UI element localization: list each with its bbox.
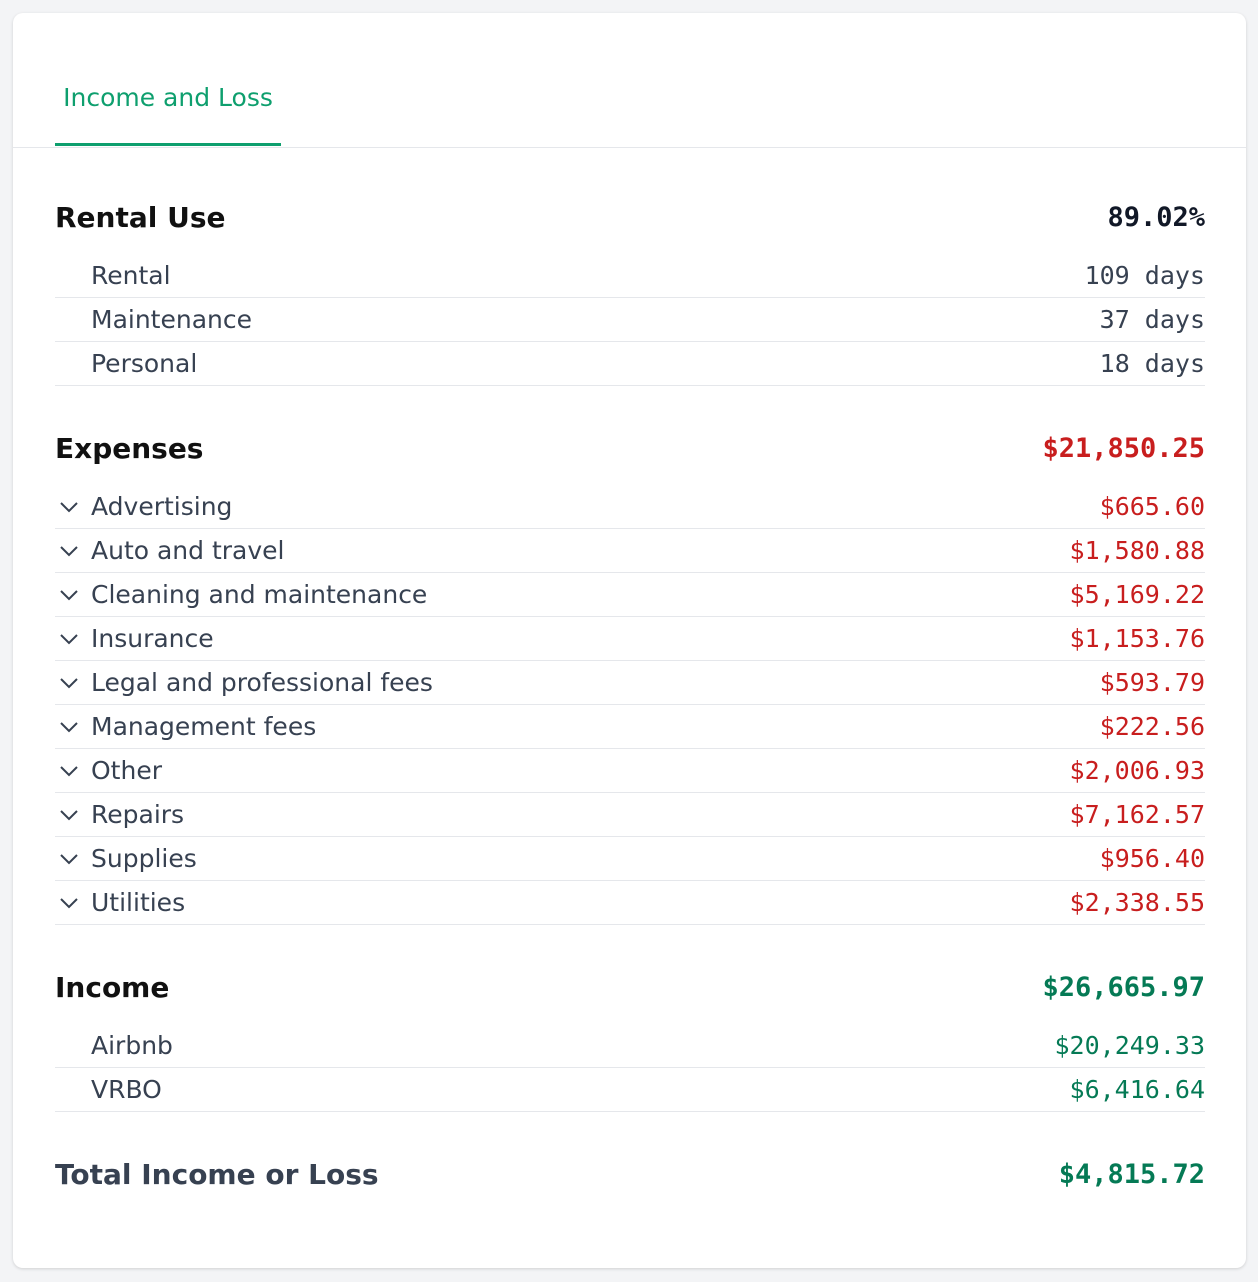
section-title: Income <box>55 970 170 1004</box>
chevron <box>60 854 78 865</box>
section-total: $21,850.25 <box>1042 432 1205 464</box>
chevron-icon <box>60 722 78 733</box>
item-value: $2,338.55 <box>1069 888 1205 917</box>
content: Rental Use 89.02% Rental 109 days Maintenanc… <box>55 193 1205 1236</box>
chevron-icon <box>60 898 78 909</box>
line-item[interactable]: Insurance $1,153.76 <box>55 617 1205 661</box>
section: Expenses $21,850.25 Advertising $665.60 Auto… <box>55 424 1205 925</box>
chevron <box>60 766 78 777</box>
item-value: $2,006.93 <box>1069 756 1205 785</box>
line-item[interactable]: Supplies $956.40 <box>55 837 1205 881</box>
card: Income and Loss Rental Use 89.02% Rental 10… <box>13 13 1246 1268</box>
chevron-icon <box>60 810 78 821</box>
line-item[interactable]: Management fees $222.56 <box>55 705 1205 749</box>
item-label: Management fees <box>91 712 317 741</box>
chevron-icon <box>60 854 78 865</box>
item-label: Personal <box>91 349 198 378</box>
section-header: Expenses $21,850.25 <box>55 424 1205 472</box>
line-item[interactable]: Advertising $665.60 <box>55 485 1205 529</box>
item-label: Other <box>91 756 162 785</box>
line-item[interactable]: Repairs $7,162.57 <box>55 793 1205 837</box>
line-item[interactable]: Cleaning and maintenance $5,169.22 <box>55 573 1205 617</box>
chevron <box>60 722 78 733</box>
line-item: Airbnb $20,249.33 <box>55 1024 1205 1068</box>
chevron-icon <box>60 590 78 601</box>
item-value: $6,416.64 <box>1069 1075 1205 1104</box>
chevron <box>60 810 78 821</box>
item-label: Legal and professional fees <box>91 668 433 697</box>
item-label: Cleaning and maintenance <box>91 580 428 609</box>
section-header: Income $26,665.97 <box>55 963 1205 1011</box>
chevron-icon <box>60 502 78 513</box>
item-label: Utilities <box>91 888 186 917</box>
line-item[interactable]: Utilities $2,338.55 <box>55 881 1205 925</box>
tab-bar: Income and Loss <box>13 13 1246 148</box>
summary: Total Income or Loss $4,815.72 <box>55 1150 1205 1198</box>
item-value: $7,162.57 <box>1069 800 1205 829</box>
item-value: $1,153.76 <box>1069 624 1205 653</box>
item-value: $1,580.88 <box>1069 536 1205 565</box>
item-value: $5,169.22 <box>1069 580 1205 609</box>
tab[interactable]: Income and Loss <box>55 13 281 146</box>
chevron <box>60 898 78 909</box>
section: Rental Use 89.02% Rental 109 days Maintenanc… <box>55 193 1205 386</box>
item-label: Rental <box>91 261 171 290</box>
item-value: $665.60 <box>1099 492 1205 521</box>
chevron-icon <box>60 678 78 689</box>
section-header: Rental Use 89.02% <box>55 193 1205 241</box>
section-total: $26,665.97 <box>1042 971 1205 1003</box>
chevron-icon <box>60 766 78 777</box>
chevron <box>60 502 78 513</box>
line-item: VRBO $6,416.64 <box>55 1068 1205 1112</box>
item-label: Supplies <box>91 844 197 873</box>
chevron <box>60 546 78 557</box>
summary-total: $4,815.72 <box>1058 1158 1205 1190</box>
line-item: Personal 18 days <box>55 342 1205 386</box>
section-total: 89.02% <box>1107 201 1205 233</box>
item-value: $222.56 <box>1099 712 1205 741</box>
line-item: Rental 109 days <box>55 254 1205 298</box>
item-label: Maintenance <box>91 305 252 334</box>
line-item[interactable]: Other $2,006.93 <box>55 749 1205 793</box>
chevron-icon <box>60 546 78 557</box>
item-value: 109 days <box>1084 261 1205 290</box>
section-title: Expenses <box>55 431 204 465</box>
item-label: Advertising <box>91 492 233 521</box>
item-label: VRBO <box>91 1075 162 1104</box>
item-value: $20,249.33 <box>1054 1031 1205 1060</box>
item-value: 37 days <box>1099 305 1205 334</box>
chevron-icon <box>60 634 78 645</box>
item-value: $593.79 <box>1099 668 1205 697</box>
line-item[interactable]: Legal and professional fees $593.79 <box>55 661 1205 705</box>
section: Income $26,665.97 Airbnb $20,249.33 VRBO $6,4… <box>55 963 1205 1112</box>
summary-header: Total Income or Loss $4,815.72 <box>55 1150 1205 1198</box>
item-label: Airbnb <box>91 1031 173 1060</box>
chevron <box>60 678 78 689</box>
line-item: Maintenance 37 days <box>55 298 1205 342</box>
section-title: Rental Use <box>55 200 226 234</box>
item-label: Insurance <box>91 624 214 653</box>
item-label: Auto and travel <box>91 536 285 565</box>
item-value: $956.40 <box>1099 844 1205 873</box>
item-value: 18 days <box>1099 349 1205 378</box>
chevron <box>60 590 78 601</box>
line-item[interactable]: Auto and travel $1,580.88 <box>55 529 1205 573</box>
chevron <box>60 634 78 645</box>
summary-title: Total Income or Loss <box>55 1157 379 1191</box>
item-label: Repairs <box>91 800 185 829</box>
